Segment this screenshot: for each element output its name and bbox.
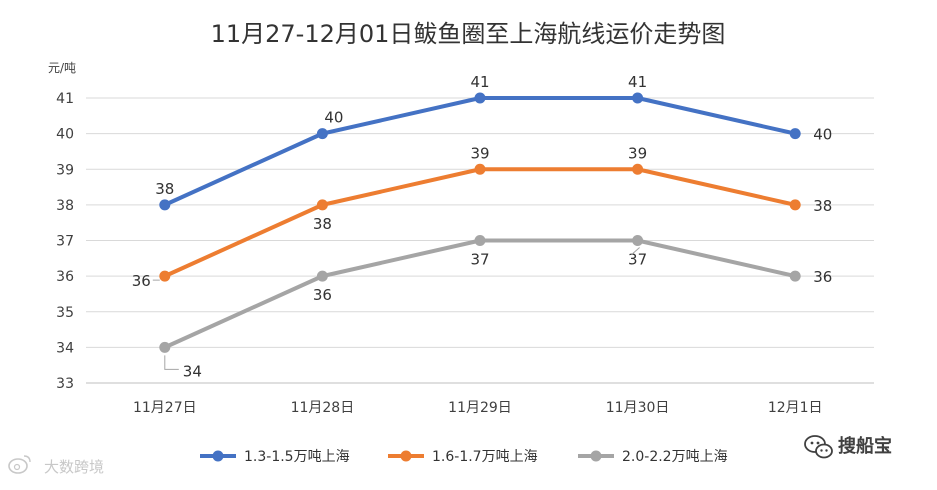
data-label: 37 [628, 251, 647, 269]
x-category-label: 11月27日 [133, 400, 197, 416]
data-label: 38 [155, 180, 174, 198]
data-point [159, 270, 171, 282]
y-tick-label: 39 [56, 162, 74, 178]
y-tick-label: 37 [56, 234, 74, 250]
chart-title: 11月27-12月01日鲅鱼圈至上海航线运价走势图 [211, 20, 726, 48]
watermark-left-text: 大数跨境 [44, 458, 104, 476]
watermark-right-text: 搜船宝 [838, 435, 892, 457]
data-point [474, 163, 486, 175]
x-category-label: 12月1日 [768, 400, 823, 416]
legend-item: 1.6-1.7万吨上海 [388, 449, 538, 465]
data-label: 40 [324, 109, 343, 127]
data-label: 34 [183, 362, 202, 380]
y-tick-label: 40 [56, 127, 74, 143]
data-point [159, 341, 171, 353]
data-point [316, 270, 328, 282]
data-point [159, 199, 171, 211]
data-point [474, 235, 486, 246]
y-tick-label: 36 [56, 269, 74, 285]
data-label: 41 [628, 73, 647, 91]
legend: 1.3-1.5万吨上海 1.6-1.7万吨上海 2.0-2.2万吨上海 [200, 449, 728, 465]
data-point [632, 92, 644, 104]
legend-label: 1.6-1.7万吨上海 [432, 449, 538, 465]
weibo-watermark: 大数跨境 [8, 455, 104, 476]
x-category-label: 11月30日 [606, 400, 670, 416]
data-point [316, 128, 328, 140]
data-label: 38 [313, 215, 332, 233]
series-group [159, 92, 801, 353]
data-label: 39 [628, 144, 647, 162]
series-3 [159, 235, 801, 353]
series-1 [159, 92, 801, 211]
legend-item: 2.0-2.2万吨上海 [578, 449, 728, 465]
legend-swatch-marker [212, 450, 224, 462]
weibo-icon [8, 455, 31, 474]
data-label: 36 [132, 272, 151, 290]
legend-label: 1.3-1.5万吨上海 [244, 449, 350, 465]
y-tick-label: 38 [56, 198, 74, 214]
data-point [789, 128, 801, 140]
data-point [316, 199, 328, 211]
data-point [474, 92, 486, 104]
data-label: 41 [470, 73, 489, 91]
data-label: 37 [470, 251, 489, 269]
x-category-label: 11月28日 [291, 400, 355, 416]
label-leader-line [631, 247, 640, 255]
series-2 [159, 163, 801, 282]
y-tick-label: 35 [56, 305, 74, 321]
data-point [789, 270, 801, 282]
data-point [789, 199, 801, 211]
brand-watermark: 搜船宝 [804, 435, 892, 459]
legend-item: 1.3-1.5万吨上海 [200, 449, 350, 465]
legend-swatch-marker [400, 450, 412, 462]
data-label: 40 [813, 126, 832, 144]
x-category-label: 11月29日 [448, 400, 512, 416]
data-label: 36 [313, 286, 332, 304]
data-point [632, 235, 644, 246]
y-axis-unit-label: 元/吨 [48, 61, 76, 75]
wechat-icon [804, 435, 833, 459]
data-label: 38 [813, 197, 832, 215]
y-tick-label: 33 [56, 376, 74, 392]
y-tick-label: 41 [56, 91, 74, 107]
y-axis-ticks: 33 34 35 36 37 38 39 40 41 [56, 91, 74, 392]
data-labels: 38 40 41 41 40 36 38 39 39 38 34 36 37 37 36 [132, 73, 833, 380]
x-axis-categories: 11月27日 11月28日 11月29日 11月30日 12月1日 [133, 400, 823, 416]
data-point [632, 163, 644, 175]
legend-swatch-marker [590, 450, 602, 462]
legend-label: 2.0-2.2万吨上海 [622, 449, 728, 465]
y-tick-label: 34 [56, 340, 74, 356]
label-leader-line [164, 355, 179, 370]
data-label: 36 [813, 268, 832, 286]
data-label: 39 [470, 144, 489, 162]
